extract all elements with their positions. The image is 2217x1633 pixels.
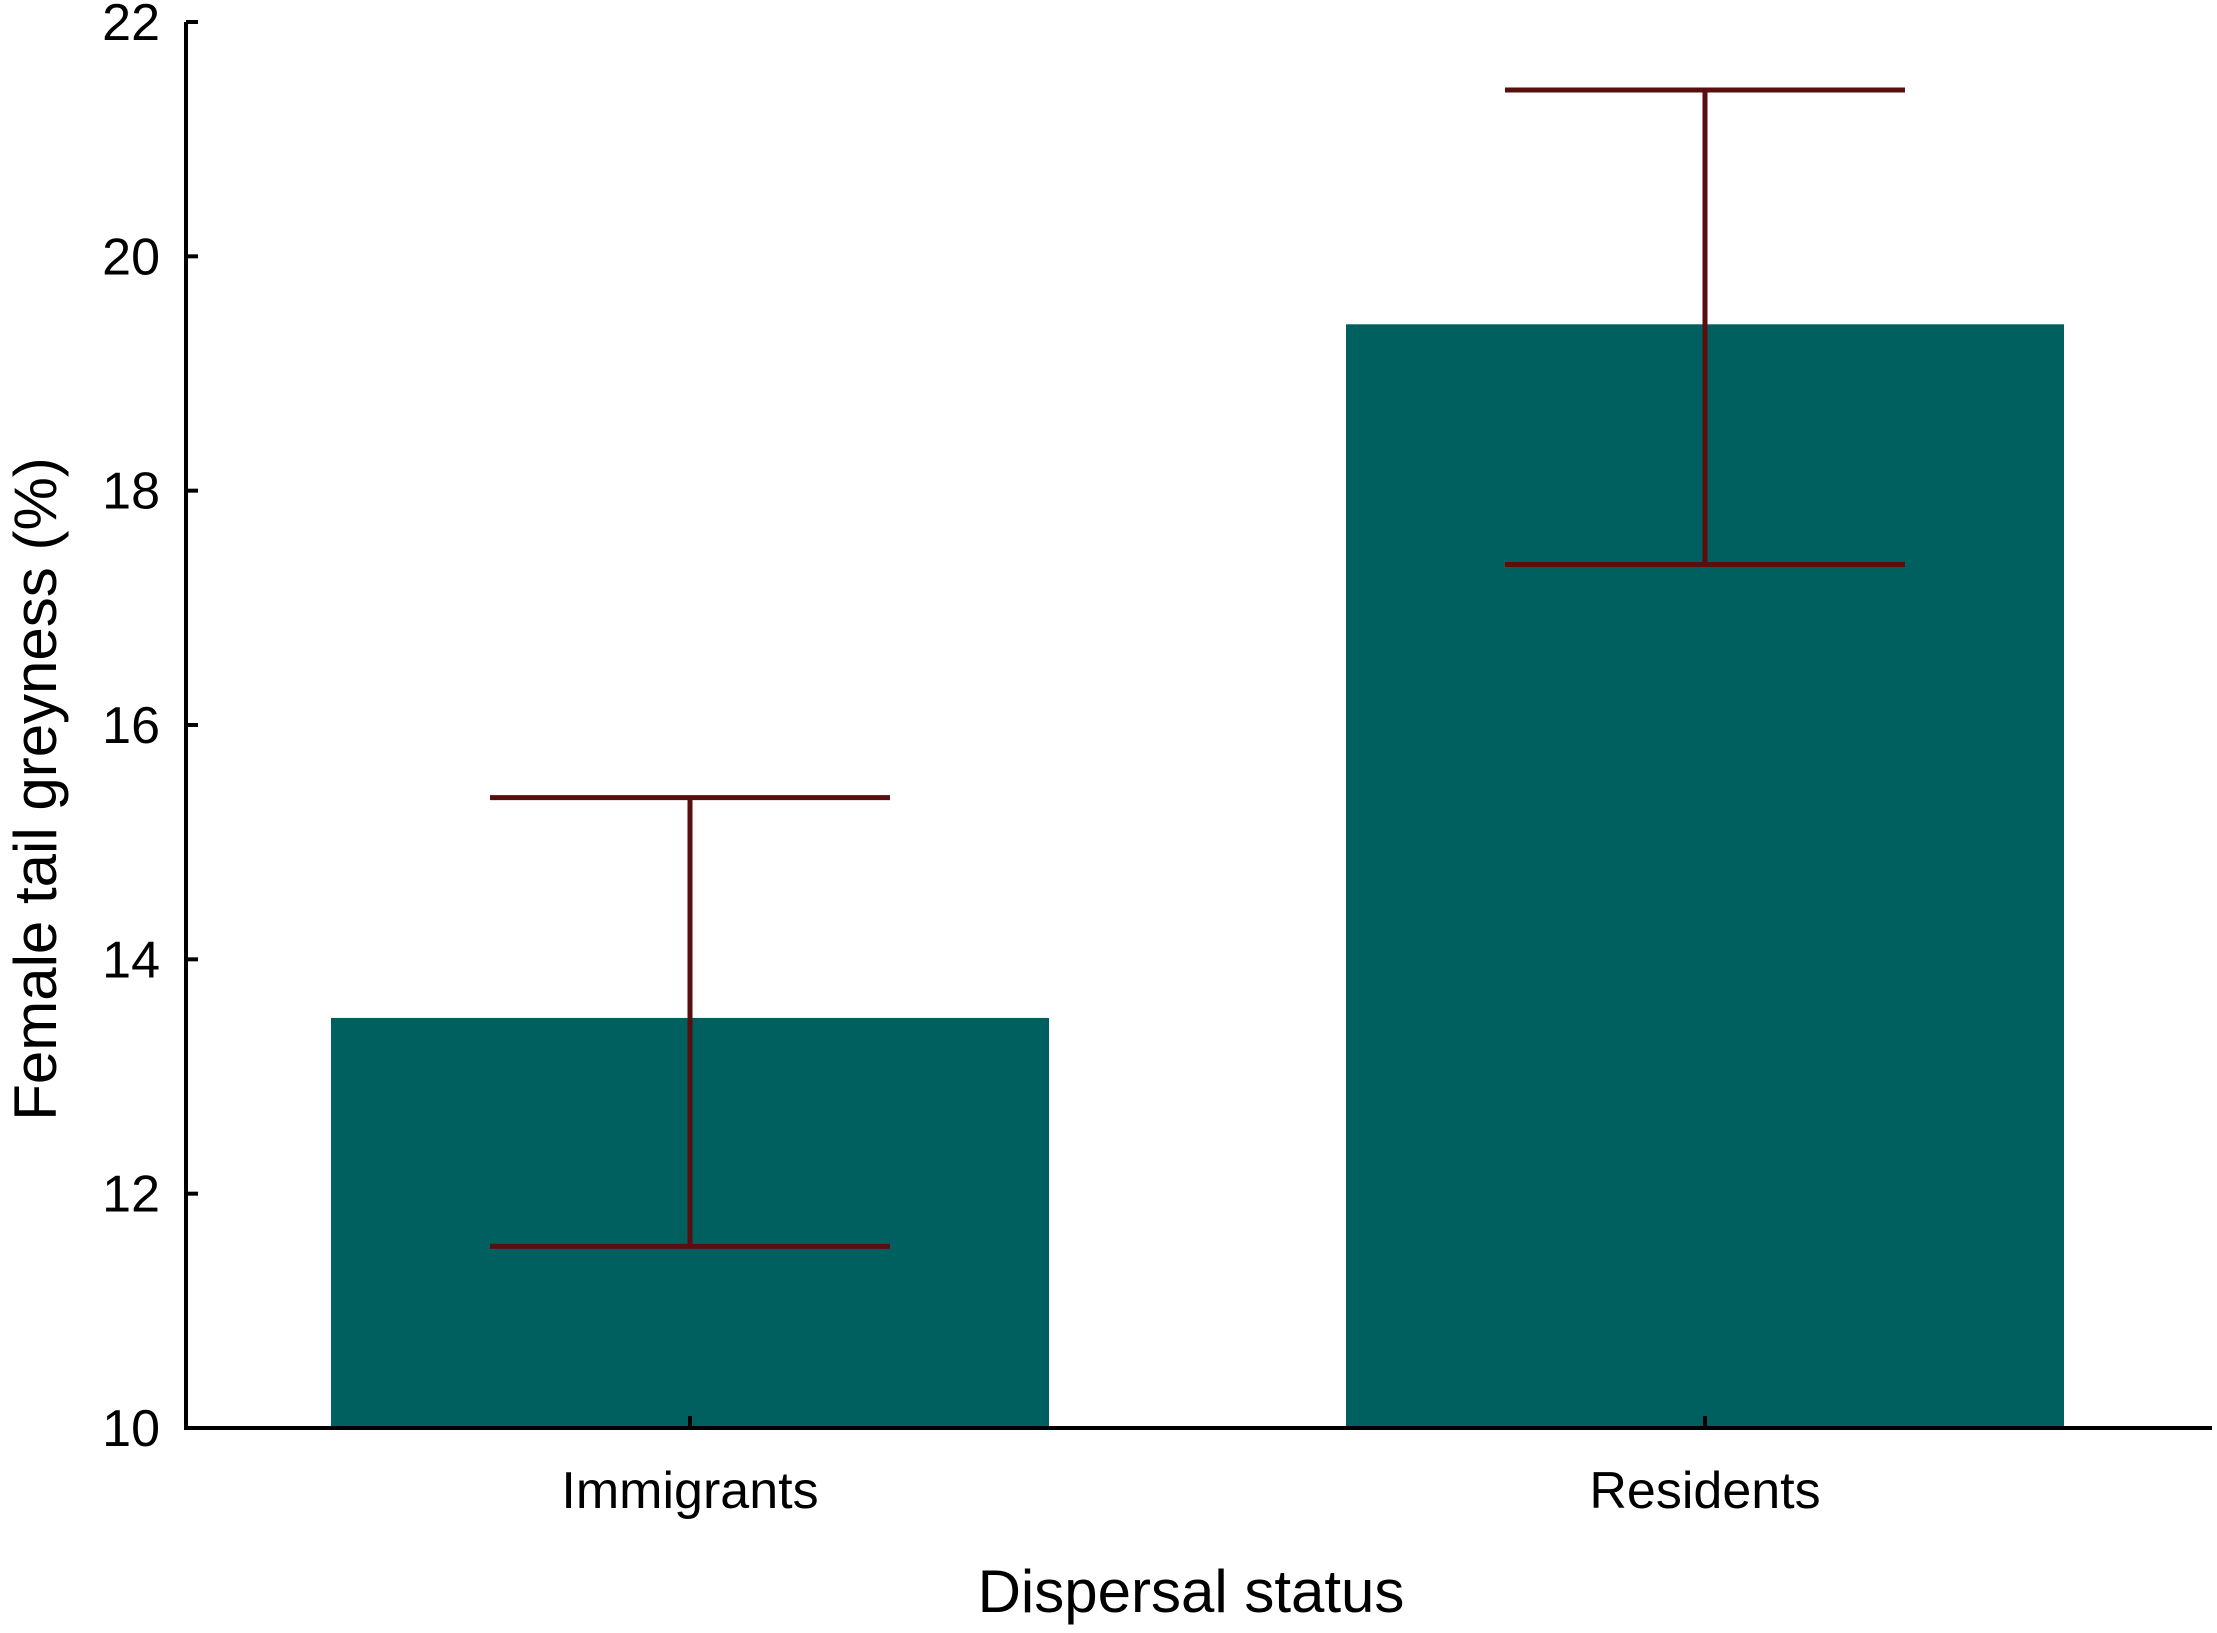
error-bars-layer xyxy=(490,87,1905,1249)
y-tick-label: 18 xyxy=(102,463,160,521)
y-tick-label: 10 xyxy=(102,1400,160,1458)
y-tick-label: 12 xyxy=(102,1166,160,1224)
y-ticks-layer: 10 12 14 16 18 20 22 xyxy=(102,0,198,1458)
error-bar-residents xyxy=(1505,87,1905,567)
y-tick-label: 16 xyxy=(102,697,160,755)
y-tick-label: 14 xyxy=(102,931,160,989)
error-bar-immigrants xyxy=(490,795,890,1249)
y-axis-title: Female tail greyness (%) xyxy=(2,457,69,1121)
x-tick-label-immigrants: Immigrants xyxy=(561,1462,818,1520)
y-tick-label: 22 xyxy=(102,0,160,52)
x-ticks-layer: Immigrants Residents xyxy=(561,1416,1821,1520)
y-tick-label: 20 xyxy=(102,228,160,286)
x-axis-title: Dispersal status xyxy=(978,1558,1405,1625)
bars-layer xyxy=(331,324,2064,1428)
x-tick-label-residents: Residents xyxy=(1589,1462,1820,1520)
